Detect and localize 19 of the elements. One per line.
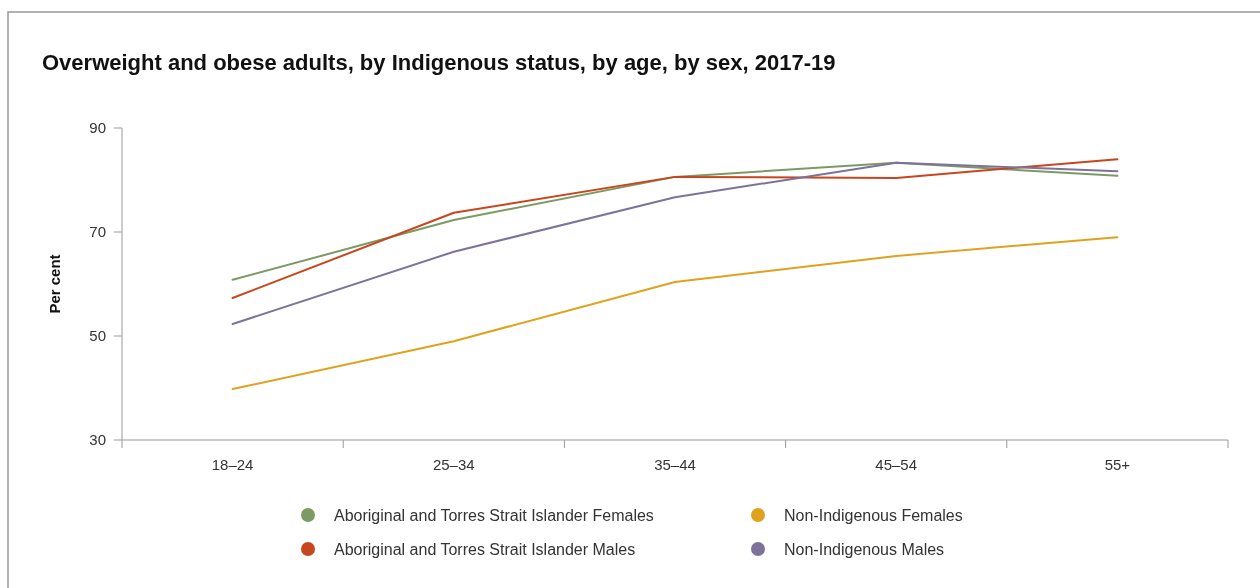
- chart-title: Overweight and obese adults, by Indigenous status, by age, by sex, 2017-19: [42, 50, 836, 75]
- line-series: [231, 161, 1119, 281]
- y-tick-label: 90: [89, 119, 106, 137]
- line-series: [231, 161, 1119, 326]
- y-tick-label: 30: [89, 431, 106, 449]
- y-tick-label: 50: [89, 327, 106, 345]
- legend-label: Non-Indigenous Females: [784, 506, 963, 524]
- x-tick-label: 18–24: [211, 456, 254, 473]
- x-tick-label: 55+: [1104, 456, 1131, 473]
- legend-label: Aboriginal and Torres Strait Islander Females: [334, 506, 654, 524]
- x-tick-label: 45–54: [875, 456, 918, 473]
- x-tick-label: 35–44: [654, 456, 696, 473]
- legend-label: Aboriginal and Torres Strait Islander Males: [334, 540, 636, 558]
- y-tick-label: 70: [89, 223, 106, 241]
- line-series: [231, 236, 1119, 391]
- x-tick-label: 25–34: [432, 456, 475, 473]
- line-series: [231, 158, 1119, 300]
- y-axis-title: Per cent: [46, 254, 63, 314]
- legend-label: Non-Indigenous Males: [784, 540, 945, 558]
